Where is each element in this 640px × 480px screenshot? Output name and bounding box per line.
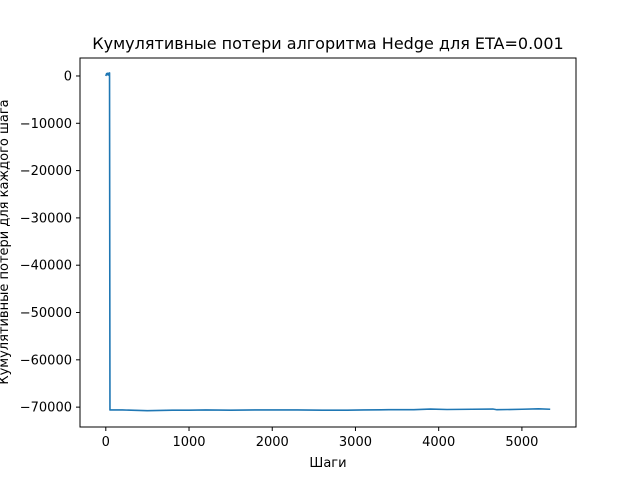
x-tick-label: 0 [102, 435, 110, 450]
plot-area [79, 57, 577, 428]
x-axis-label: Шаги [309, 456, 346, 471]
y-tick-label: −40000 [20, 259, 72, 274]
y-tick-label: −50000 [20, 306, 72, 321]
y-tick-label: −30000 [20, 211, 72, 226]
series-line-1 [105, 72, 551, 412]
x-tick-label: 4000 [422, 435, 455, 450]
y-tick-label: 0 [64, 69, 72, 84]
y-tick-label: −70000 [20, 401, 72, 416]
y-axis-label: Кумулятивные потери для каждого шага [0, 99, 12, 384]
x-axis-ticks: 0 1000 2000 3000 4000 5000 [102, 427, 538, 450]
x-tick-label: 1000 [172, 435, 205, 450]
chart-title: Кумулятивные потери алгоритма Hedge для … [92, 34, 563, 53]
x-tick-label: 2000 [256, 435, 289, 450]
axes-frame [79, 57, 577, 428]
y-axis-ticks: 0 −10000 −20000 −30000 −40000 −50000 −60000 −70… [20, 69, 80, 416]
y-tick-label: −20000 [20, 164, 72, 179]
x-tick-label: 3000 [339, 435, 372, 450]
x-tick-label: 5000 [505, 435, 538, 450]
y-tick-label: −60000 [20, 353, 72, 368]
y-tick-label: −10000 [20, 117, 72, 132]
